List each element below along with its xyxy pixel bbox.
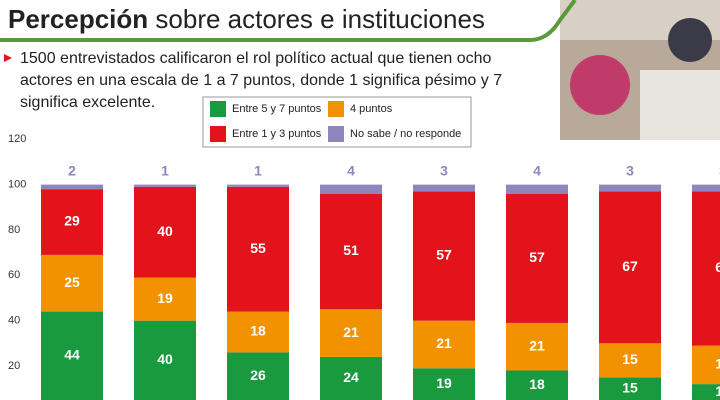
title-rule — [0, 0, 577, 42]
bar-segment — [41, 189, 103, 255]
title-rest: sobre actores e instituciones — [155, 4, 485, 34]
bar-segment — [506, 322, 568, 371]
data-label: 21 — [529, 337, 545, 353]
bar-segment — [692, 184, 720, 192]
bar-segment — [227, 184, 289, 187]
data-label: 12 — [715, 383, 720, 399]
data-label: 15 — [622, 379, 638, 395]
data-label: 15 — [622, 351, 638, 367]
bar-segment — [320, 309, 382, 357]
data-label: 55 — [250, 240, 266, 256]
bar-segment — [41, 254, 103, 312]
y-tick-label: 100 — [8, 179, 26, 191]
bar-segment — [506, 184, 568, 194]
data-label: 21 — [343, 324, 359, 340]
legend-swatch — [328, 101, 344, 117]
data-label: 21 — [436, 335, 452, 351]
data-label: 4 — [533, 162, 541, 178]
data-label: 19 — [157, 290, 173, 306]
bar-segment — [413, 184, 475, 192]
data-label: 51 — [343, 242, 359, 258]
legend-label: 4 puntos — [350, 103, 393, 115]
bar-segment — [227, 311, 289, 353]
legend-label: Entre 1 y 3 puntos — [232, 128, 322, 140]
y-tick-label: 20 — [8, 360, 20, 372]
chart-title: Percepción sobre actores e instituciones — [8, 4, 485, 34]
bar-segment — [227, 186, 289, 312]
bar-segment — [599, 191, 661, 344]
subtitle: actores en una escala de 1 a 7 puntos, d… — [20, 72, 502, 89]
bar-segment — [134, 320, 196, 400]
data-label: 57 — [436, 247, 452, 263]
data-label: 1 — [161, 162, 169, 178]
bar-segment — [134, 184, 196, 187]
legend-label: Entre 5 y 7 puntos — [232, 103, 322, 115]
data-label: 29 — [64, 213, 80, 229]
data-label: 1 — [254, 162, 262, 178]
subtitle: 1500 entrevistados calificaron el rol po… — [20, 50, 492, 67]
bar-segment — [41, 311, 103, 400]
data-label: 17 — [715, 356, 720, 372]
y-tick-label: 120 — [8, 133, 26, 145]
bar-segment — [320, 193, 382, 310]
subtitle: significa excelente. — [20, 94, 155, 111]
data-label: 25 — [64, 274, 80, 290]
bar-segment — [413, 368, 475, 400]
y-tick-label: 60 — [8, 269, 20, 281]
bar-segment — [692, 384, 720, 400]
photo-figure — [668, 18, 712, 62]
bar-segment — [320, 356, 382, 400]
bullet — [4, 54, 12, 62]
data-label: 40 — [157, 223, 173, 239]
data-label: 2 — [68, 162, 76, 178]
bar-segment — [599, 184, 661, 192]
bar-segment — [413, 320, 475, 369]
legend-swatch — [328, 126, 344, 142]
photo-figure — [570, 55, 630, 115]
data-label: 40 — [157, 351, 173, 367]
bar-segment — [41, 184, 103, 190]
bar-segment — [134, 186, 196, 278]
bar-segment — [227, 352, 289, 400]
bar-segment — [506, 193, 568, 323]
data-label: 18 — [250, 323, 266, 339]
data-label: 3 — [626, 162, 634, 178]
legend-swatch — [210, 126, 226, 142]
data-label: 57 — [529, 249, 545, 265]
data-label: 44 — [64, 346, 80, 362]
bar-segment — [599, 377, 661, 400]
data-label: 19 — [436, 375, 452, 391]
title-bold: Percepción — [8, 4, 148, 34]
data-label: 26 — [250, 367, 266, 383]
data-label: 4 — [347, 162, 355, 178]
bar-segment — [692, 191, 720, 346]
bar-segment — [134, 277, 196, 321]
legend-swatch — [210, 101, 226, 117]
bar-segment — [413, 191, 475, 321]
data-label: 67 — [622, 258, 638, 274]
y-tick-label: 80 — [8, 224, 20, 236]
data-label: 3 — [440, 162, 448, 178]
bar-segment — [599, 343, 661, 378]
legend-label: No sabe / no responde — [350, 128, 461, 140]
data-label: 24 — [343, 369, 359, 385]
bar-segment — [692, 345, 720, 385]
photo-table — [640, 70, 720, 140]
bar-segment — [506, 370, 568, 400]
data-label: 68 — [715, 259, 720, 275]
bar-segment — [320, 184, 382, 194]
y-tick-label: 40 — [8, 315, 20, 327]
data-label: 18 — [529, 376, 545, 392]
